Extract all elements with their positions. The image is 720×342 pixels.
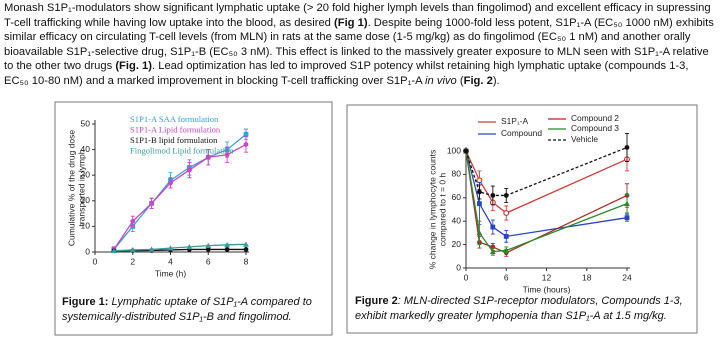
x-axis-label: Time (h) — [155, 268, 186, 278]
y-tick-label: 100 — [447, 145, 461, 155]
series-line — [113, 143, 247, 250]
series-line — [465, 150, 628, 238]
y-tick-label: 60 — [452, 192, 462, 202]
x-tick-label: 12 — [542, 272, 552, 282]
data-point — [205, 154, 211, 160]
data-point — [624, 145, 630, 150]
data-point — [129, 247, 136, 253]
y-tick-label: 50 — [81, 118, 91, 128]
text-run: . Despite being 1000-fold less potent, S… — [4, 16, 714, 73]
figure-frame — [346, 104, 698, 334]
data-point — [490, 224, 496, 230]
text-run: (Fig. 1) — [115, 60, 152, 73]
paragraph: Monash S1P₁-modulators show significant … — [4, 1, 716, 89]
text-run: Fig. 2 — [463, 74, 493, 87]
data-point — [186, 167, 192, 173]
data-point — [503, 210, 510, 217]
y-tick-label: 80 — [452, 169, 462, 179]
legend-label: Vehicle — [571, 134, 598, 144]
y-axis-label: compared to t = 0 h — [437, 172, 447, 246]
data-point — [149, 200, 155, 206]
y-tick-label: 40 — [81, 144, 91, 154]
text-run: in vivo — [425, 74, 457, 87]
legend-label: Fingolimod Lipid formulation — [130, 145, 234, 155]
y-tick-label: 20 — [452, 239, 462, 249]
series-line — [113, 248, 246, 252]
x-axis-label: Time (hours) — [523, 284, 571, 294]
data-point — [168, 180, 173, 186]
data-point — [243, 142, 249, 147]
data-point — [477, 189, 482, 195]
series-line — [465, 146, 628, 197]
data-point — [490, 193, 496, 198]
y-axis-label: Cumulative % of the drug dose — [66, 130, 76, 247]
x-tick-label: 18 — [582, 272, 592, 282]
text-run: ). — [492, 74, 500, 87]
data-point — [110, 247, 117, 254]
text-run: Monash S1P₁-modulators show significant … — [4, 2, 711, 29]
text-run: . Lead optimization has led to improved … — [4, 60, 689, 87]
x-tick-label: 6 — [504, 272, 509, 282]
y-tick-label: 40 — [452, 215, 462, 225]
data-point — [476, 230, 483, 236]
data-point — [503, 193, 509, 198]
data-point — [476, 177, 483, 184]
y-tick-label: 10 — [81, 221, 91, 231]
data-point — [224, 152, 230, 158]
caption-label: Figure 1: — [62, 296, 109, 308]
legend-label: S1P1-B lipid formulation — [130, 135, 218, 145]
data-point — [224, 247, 230, 252]
legend-label: Compound — [501, 128, 542, 138]
legend-label: S1P1-A Lipid formulation — [130, 124, 221, 134]
data-point — [489, 248, 496, 255]
y-tick-label: 30 — [81, 169, 91, 179]
y-tick-label: 20 — [81, 195, 91, 205]
caption: Figure 2: MLN-directed S1P-receptor modu… — [355, 294, 693, 324]
data-point — [205, 242, 212, 248]
legend-label: S1P1-A SAA formulation — [130, 114, 219, 124]
series-line — [113, 243, 247, 252]
data-point — [224, 241, 231, 248]
caption-text: : MLN-directed S1P-receptor modulators, … — [355, 295, 683, 322]
caption: Figure 1: Lymphatic uptake of S1P₁-A com… — [62, 295, 328, 325]
x-tick-label: 2 — [130, 256, 135, 266]
x-tick-label: 4 — [168, 256, 173, 266]
data-point — [243, 131, 249, 137]
legend-label: Compound 3 — [571, 123, 619, 133]
data-point — [463, 148, 469, 154]
y-tick-label: 0 — [456, 262, 461, 272]
legend-label: S1P₁-A — [501, 116, 528, 126]
series-line — [113, 133, 247, 250]
figure-frame — [54, 101, 333, 336]
legend-label: Compound 2 — [571, 113, 619, 123]
data-point — [624, 200, 630, 207]
data-point — [130, 218, 136, 224]
x-tick-label: 24 — [622, 272, 632, 282]
data-point — [503, 234, 509, 239]
y-tick-label: 0 — [85, 246, 90, 256]
data-point — [503, 247, 510, 253]
y-axis-label: transported in lymph — [76, 149, 86, 226]
x-tick-label: 8 — [244, 256, 249, 266]
caption-text: Lymphatic uptake of S1P₁-A compared to s… — [62, 296, 312, 323]
data-point — [624, 215, 630, 221]
x-tick-label: 0 — [464, 272, 469, 282]
data-point — [243, 241, 249, 247]
data-point — [205, 247, 211, 252]
data-point — [148, 246, 155, 252]
x-tick-label: 6 — [206, 256, 211, 266]
data-point — [243, 247, 249, 252]
text-run: (Fig 1) — [334, 16, 368, 29]
y-axis-label: % change in lymphocyte counts — [427, 150, 437, 270]
data-point — [167, 245, 174, 251]
x-tick-label: 0 — [93, 256, 98, 266]
data-point — [477, 201, 482, 207]
data-point — [186, 243, 193, 250]
text-run: ( — [456, 74, 464, 87]
caption-label: Figure 2 — [355, 295, 398, 307]
